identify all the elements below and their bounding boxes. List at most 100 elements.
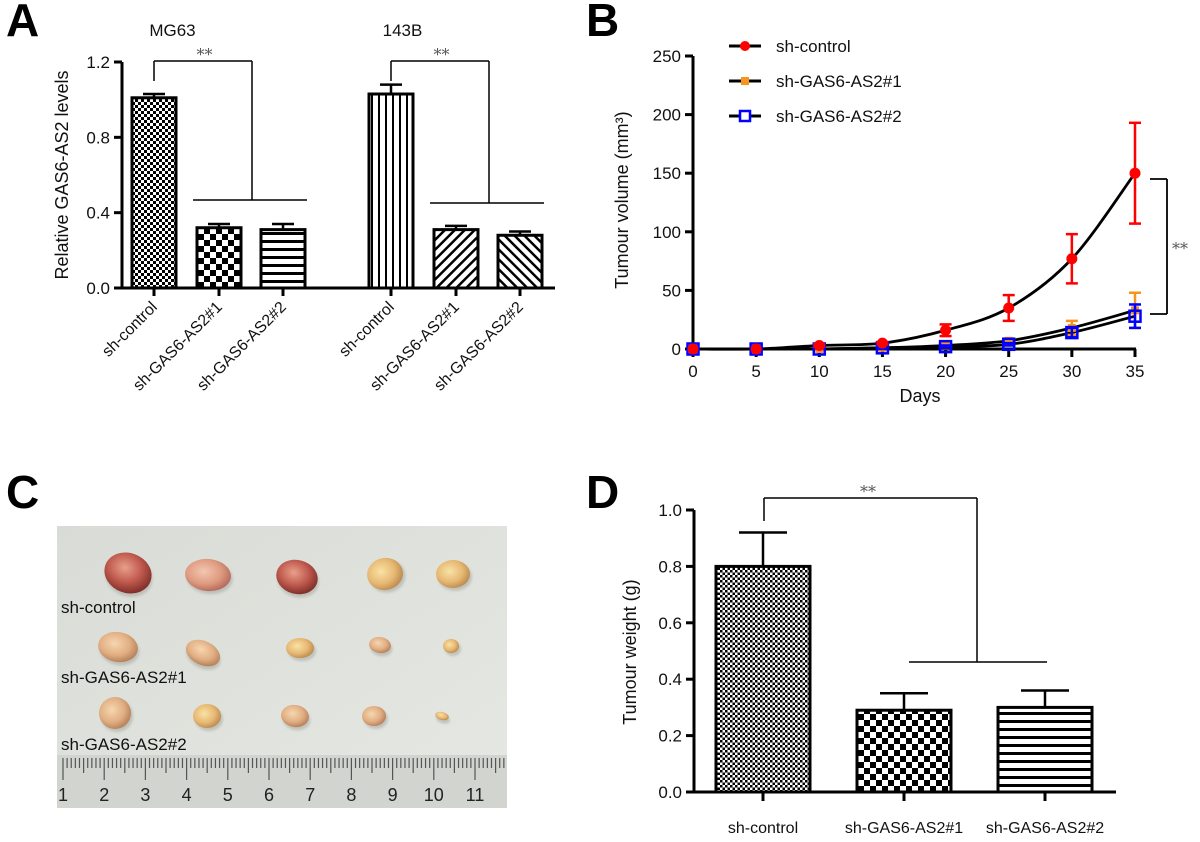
- panel-label-d: D: [586, 466, 619, 518]
- group-title: MG63: [149, 21, 195, 40]
- row-label: sh-GAS6-AS2#2: [61, 735, 187, 754]
- y-tick-label: 0.6: [658, 614, 682, 633]
- data-point: [876, 337, 888, 349]
- y-tick-label: 250: [653, 47, 681, 66]
- x-tick-label: 20: [936, 362, 955, 381]
- y-tick-label: 0.0: [658, 783, 682, 802]
- significance-label: **: [1172, 239, 1188, 258]
- tumor: [369, 636, 391, 654]
- tumor: [367, 557, 403, 591]
- tumor: [193, 704, 221, 728]
- tumor: [443, 639, 459, 653]
- tumor: [281, 704, 309, 728]
- tumor-photo: sh-control sh-GAS6-AS2#1 sh-GAS6-AS2#2 1 2 3 4…: [57, 526, 507, 808]
- legend-marker: [740, 41, 750, 51]
- chart-b: 0 50 100 150 200 250 0 5 10 15 20 25 30 35 Days Tumour …: [612, 37, 1188, 406]
- data-point: [1128, 309, 1142, 323]
- ruler-number: 1: [58, 785, 68, 805]
- bar: [367, 92, 415, 290]
- x-tick-label: 25: [999, 362, 1018, 381]
- x-tick-label: sh-control: [99, 299, 161, 361]
- row-label: sh-control: [61, 598, 136, 617]
- data-point: [1066, 253, 1078, 265]
- y-axis-title: Tumour weight (g): [620, 579, 640, 724]
- chart-a: 0.0 0.4 0.8 1.2 Relative GAS6-AS2 levels MG63…: [52, 21, 555, 394]
- x-tick-label: sh-control: [728, 820, 798, 837]
- ruler-number: 5: [223, 785, 233, 805]
- ruler: [57, 755, 507, 808]
- bar: [996, 705, 1094, 794]
- ruler-number: 7: [305, 785, 315, 805]
- y-axis-title: Relative GAS6-AS2 levels: [52, 70, 72, 279]
- x-axis-title: Days: [899, 386, 940, 406]
- bar: [432, 228, 480, 290]
- tumor: [104, 552, 152, 594]
- x-tick-label: sh-GAS6-AS2#2: [986, 820, 1104, 837]
- legend-marker: [738, 109, 752, 123]
- bar: [855, 708, 953, 794]
- y-tick-label: 0.2: [658, 727, 682, 746]
- significance-label: **: [434, 45, 450, 64]
- ruler-number: 10: [424, 785, 444, 805]
- x-tick-label: 5: [751, 362, 760, 381]
- bar: [714, 564, 812, 794]
- tumor: [436, 560, 470, 588]
- y-tick-label: 0.8: [658, 557, 682, 576]
- bar: [259, 228, 307, 290]
- ruler-number: 2: [99, 785, 109, 805]
- chart-d: 0.0 0.2 0.4 0.6 0.8 1.0 Tumour weight (g) sh-co…: [620, 482, 1116, 837]
- y-tick-label: 1.0: [658, 501, 682, 520]
- panel-label-b: B: [586, 0, 619, 46]
- legend-label: sh-control: [776, 37, 851, 56]
- legend-marker: [741, 77, 749, 85]
- data-point: [1004, 336, 1013, 345]
- y-tick-label: 0.8: [86, 128, 110, 147]
- tumor: [185, 558, 231, 592]
- bar: [130, 96, 178, 290]
- ruler-number: 6: [264, 785, 274, 805]
- y-tick-label: 0.4: [658, 670, 682, 689]
- data-point: [940, 324, 952, 336]
- tumor: [99, 697, 131, 729]
- ruler-number: 3: [140, 785, 150, 805]
- bar: [195, 226, 243, 290]
- tumor: [98, 631, 138, 663]
- x-tick-label: 30: [1062, 362, 1081, 381]
- legend-label: sh-GAS6-AS2#2: [776, 107, 902, 126]
- y-tick-label: 1.2: [86, 53, 110, 72]
- data-point: [1129, 167, 1141, 179]
- group-title: 143B: [383, 21, 423, 40]
- y-tick-label: 0.4: [86, 204, 110, 223]
- ruler-number: 8: [346, 785, 356, 805]
- x-tick-label: 35: [1126, 362, 1145, 381]
- x-tick-label: 10: [810, 362, 829, 381]
- tumor: [286, 638, 314, 658]
- y-axis-title: Tumour volume (mm³): [612, 111, 632, 288]
- y-tick-label: 50: [662, 281, 681, 300]
- tumor: [362, 706, 386, 726]
- y-tick-label: 200: [653, 106, 681, 125]
- x-tick-label: sh-GAS6-AS2#1: [845, 820, 963, 837]
- data-point: [1001, 337, 1016, 352]
- row-label: sh-GAS6-AS2#1: [61, 668, 187, 687]
- tumor: [185, 639, 221, 667]
- bar: [496, 233, 544, 290]
- x-tick-label: 15: [873, 362, 892, 381]
- data-point: [1003, 302, 1015, 314]
- x-tick-label: sh-control: [336, 299, 398, 361]
- tumor: [276, 559, 318, 595]
- y-tick-label: 0.0: [86, 279, 110, 298]
- data-point: [813, 339, 825, 351]
- significance-label: **: [860, 482, 876, 501]
- y-tick-label: 100: [653, 223, 681, 242]
- y-tick-label: 150: [653, 164, 681, 183]
- ruler-number: 11: [466, 785, 485, 805]
- data-point: [687, 343, 699, 355]
- significance-label: **: [197, 45, 213, 64]
- y-tick-label: 0: [672, 340, 681, 359]
- tumor: [435, 711, 449, 721]
- panel-label-a: A: [6, 0, 39, 46]
- ruler-number: 4: [182, 785, 192, 805]
- x-tick-label: 0: [688, 362, 697, 381]
